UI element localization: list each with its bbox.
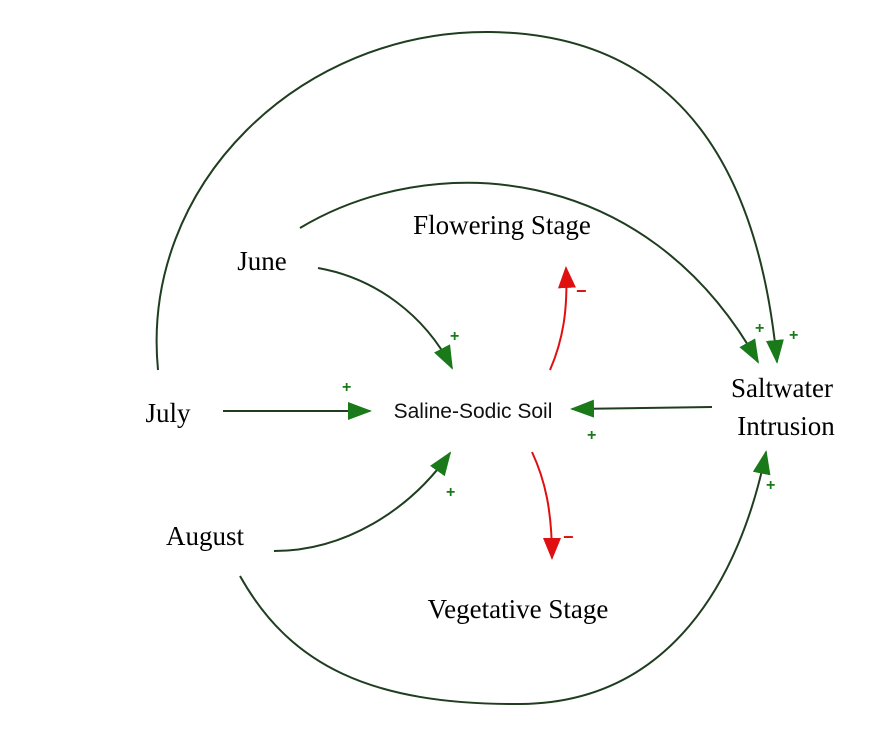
node-saltwater-intrusion-line2: Intrusion (737, 411, 835, 441)
link-august-to-saltwater (239, 450, 771, 706)
node-vegetative-stage: Vegetative Stage (428, 594, 609, 624)
link-june-to-saltwater (299, 181, 759, 364)
node-july: July (145, 398, 191, 428)
link-june-to-soil (317, 267, 453, 370)
node-saline-sodic-soil: Saline-Sodic Soil (394, 400, 553, 423)
polarity-july-soil: + (342, 379, 351, 396)
polarity-june-saltwater: + (755, 320, 764, 337)
polarity-soil-vegetative: − (563, 527, 574, 547)
link-august-to-soil (273, 451, 452, 552)
polarity-august-saltwater: + (766, 477, 775, 494)
link-soil-to-flowering (549, 266, 576, 371)
polarity-june-soil: + (450, 328, 459, 345)
link-soil-to-vegetative (531, 451, 561, 560)
node-saltwater-intrusion-line1: Saltwater (731, 373, 833, 403)
polarity-soil-flowering: − (576, 281, 587, 301)
link-saltwater-to-soil (570, 399, 713, 418)
node-august: August (166, 521, 245, 551)
polarity-saltwater-soil: + (587, 427, 596, 444)
polarity-july-saltwater: + (789, 327, 798, 344)
node-flowering-stage: Flowering Stage (413, 210, 591, 240)
node-june: June (237, 246, 287, 276)
polarity-august-soil: + (446, 484, 455, 501)
link-july-to-saltwater (155, 30, 784, 371)
